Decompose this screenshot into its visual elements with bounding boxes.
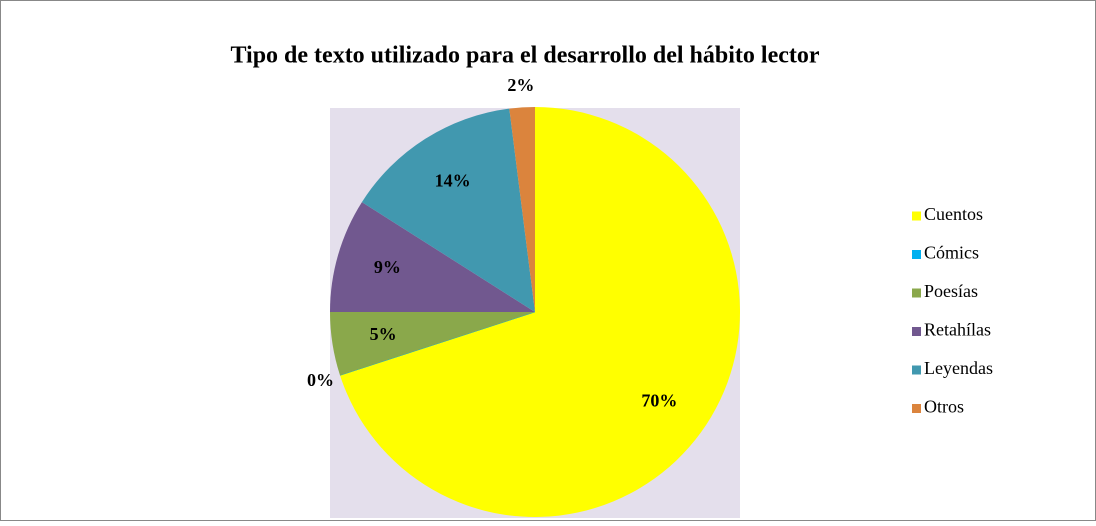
legend-label: Poesías [924,281,978,301]
data-label: 70% [641,390,677,410]
pie-slice [330,202,535,312]
data-label: 14% [435,170,471,190]
legend-swatch [912,327,921,336]
data-label: 2% [507,75,534,95]
legend-label: Leyendas [924,358,993,378]
legend-label: Cuentos [924,204,983,224]
pie-slice [330,312,535,376]
legend-label: Retahílas [924,320,991,340]
data-label: 9% [374,257,401,277]
pie-slice [509,107,535,312]
legend-swatch [912,288,921,298]
chart-title: Tipo de texto utilizado para el desarrol… [230,43,819,69]
legend-label: Otros [924,397,964,417]
legend-swatch [912,250,921,259]
legend-swatch [912,365,921,375]
pie-slice [361,108,535,312]
data-label: 5% [370,324,397,344]
data-label: 0% [307,370,334,390]
legend-swatch [912,211,921,221]
pie-slice [340,107,740,517]
legend-label: Cómics [924,243,979,263]
legend-swatch [912,404,921,413]
